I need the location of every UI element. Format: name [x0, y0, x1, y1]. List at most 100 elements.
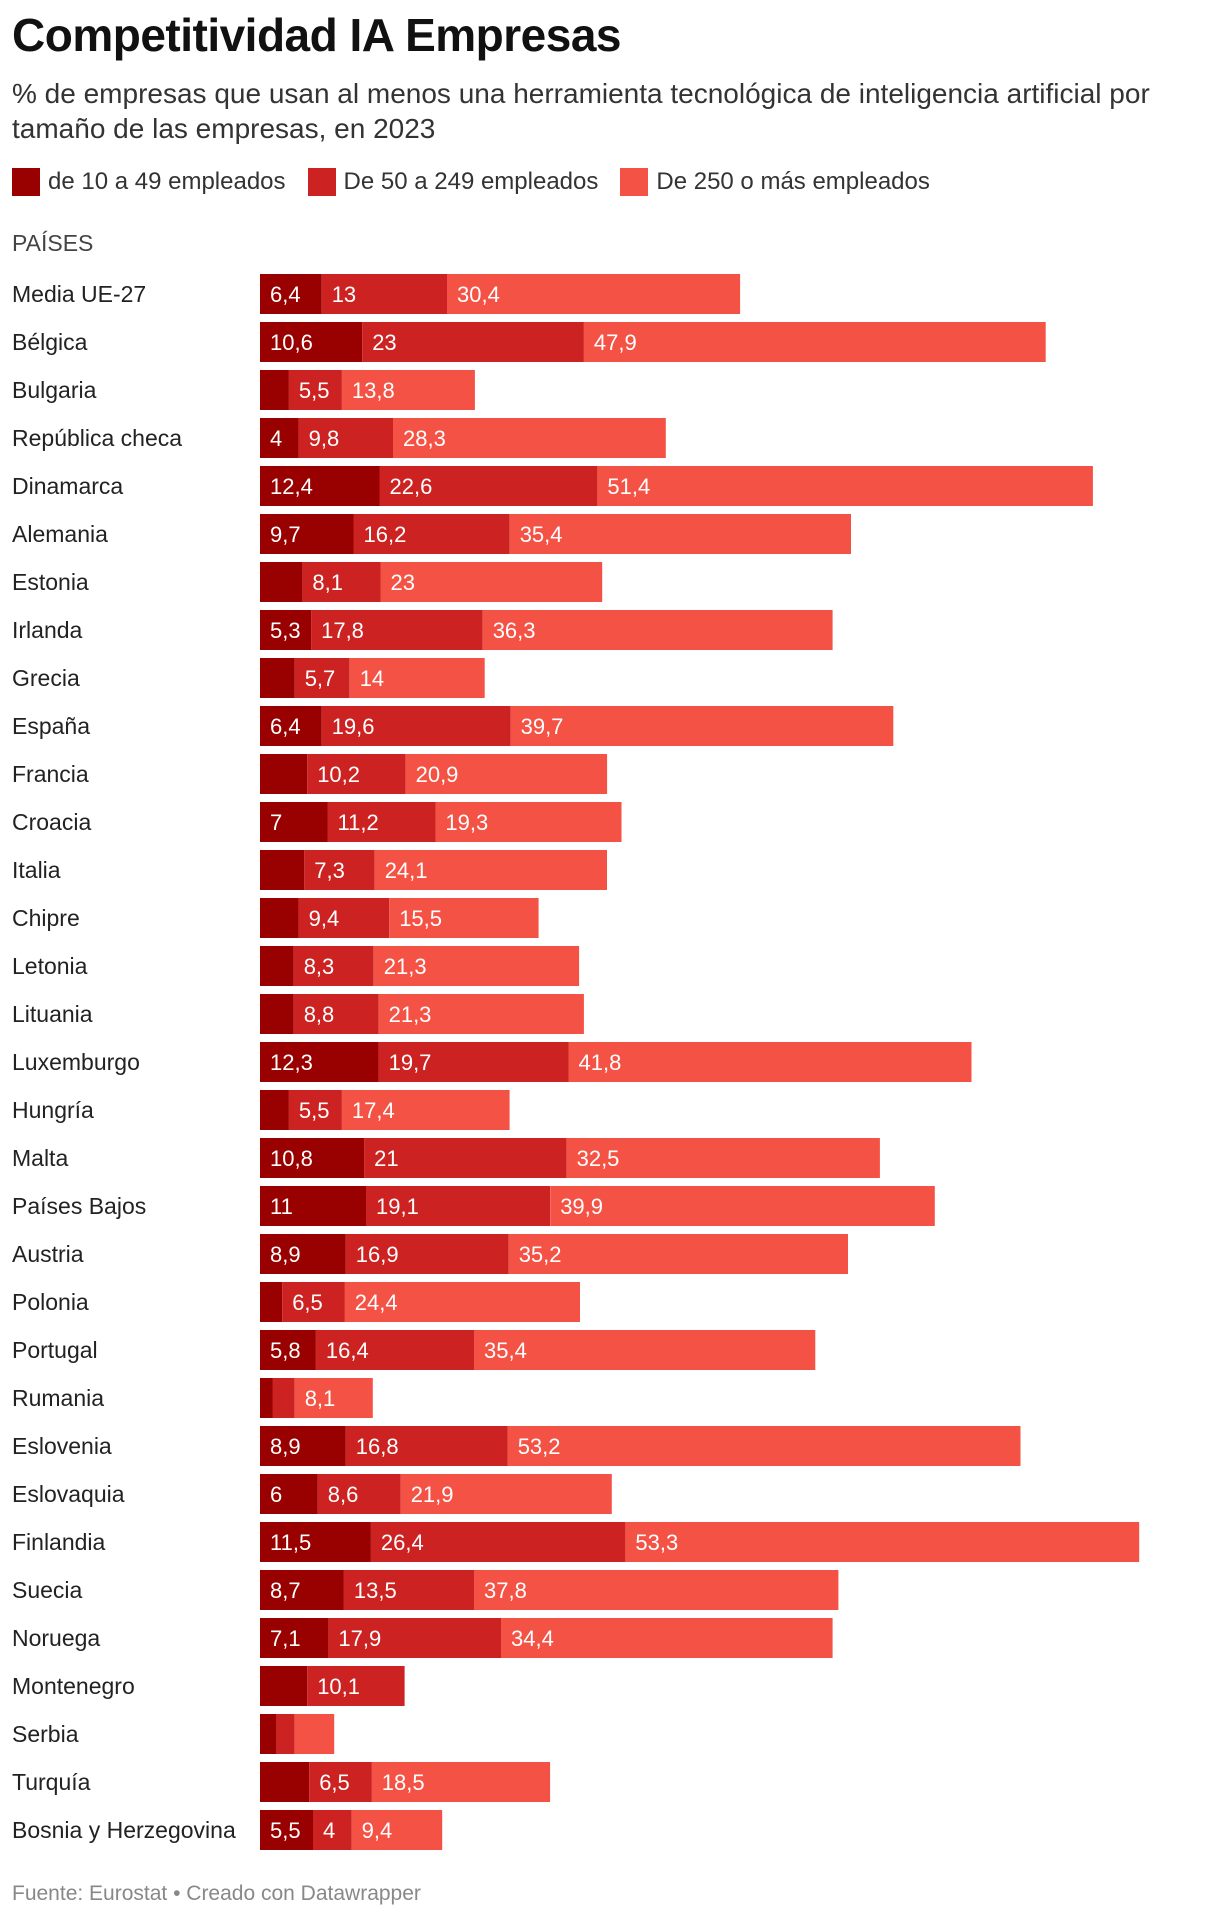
bar-chipre-s1 — [260, 898, 299, 938]
value-label-espana-s3: 39,7 — [521, 714, 564, 739]
bar-hungria-s3 — [341, 1090, 510, 1130]
value-label-alemania-s2: 16,2 — [364, 522, 407, 547]
bar-suecia-s2 — [343, 1570, 474, 1610]
bar-malta-s1 — [260, 1138, 365, 1178]
country-label-grecia: Grecia — [12, 665, 80, 691]
country-label-luxemburgo: Luxemburgo — [12, 1049, 140, 1075]
bar-grecia-s3 — [349, 658, 485, 698]
value-label-malta-s3: 32,5 — [577, 1146, 620, 1171]
bar-lituania-s1 — [260, 994, 294, 1034]
bar-bulgaria-s3 — [341, 370, 475, 410]
bar-serbia-s2 — [276, 1714, 295, 1754]
bar-grecia-s1 — [260, 658, 295, 698]
bar-polonia-s3 — [344, 1282, 580, 1322]
chart-title: Competitividad IA Empresas — [12, 9, 622, 61]
column-header: PAÍSES — [12, 230, 94, 256]
value-label-espana-s1: 6,4 — [270, 714, 301, 739]
value-label-grecia-s3: 14 — [360, 666, 384, 691]
bar-alemania-s2 — [353, 514, 510, 554]
country-label-eslovaquia: Eslovaquia — [12, 1481, 125, 1507]
bar-austria-s1 — [260, 1234, 346, 1274]
value-label-lituania-s3: 21,3 — [389, 1002, 432, 1027]
value-label-paises-bajos-s1: 11 — [270, 1194, 293, 1219]
bar-hungria-s1 — [260, 1090, 289, 1130]
bar-serbia-s1 — [260, 1714, 277, 1754]
value-label-bosnia-y-herzegovina-s3: 9,4 — [362, 1818, 393, 1843]
bar-portugal-s2 — [315, 1330, 474, 1370]
country-label-francia: Francia — [12, 761, 89, 787]
value-label-noruega-s1: 7,1 — [270, 1626, 301, 1651]
value-label-turquia-s3: 18,5 — [382, 1770, 425, 1795]
country-label-bosnia-y-herzegovina: Bosnia y Herzegovina — [12, 1817, 236, 1843]
value-label-bosnia-y-herzegovina-s2: 4 — [323, 1818, 335, 1843]
bar-espana-s2 — [321, 706, 511, 746]
country-label-eslovenia: Eslovenia — [12, 1433, 112, 1459]
bar-rumania-s1 — [260, 1378, 273, 1418]
value-label-italia-s2: 7,3 — [314, 858, 345, 883]
bar-suecia-s3 — [474, 1570, 839, 1610]
value-label-belgica-s1: 10,6 — [270, 330, 313, 355]
value-label-republica-checa-s2: 9,8 — [309, 426, 340, 451]
country-label-portugal: Portugal — [12, 1337, 98, 1363]
legend-item-small: de 10 a 49 empleados — [12, 168, 286, 196]
value-label-belgica-s2: 23 — [372, 330, 396, 355]
value-label-malta-s1: 10,8 — [270, 1146, 313, 1171]
value-label-finlandia-s2: 26,4 — [381, 1530, 424, 1555]
value-label-francia-s3: 20,9 — [416, 762, 459, 787]
country-label-espana: España — [12, 713, 90, 739]
value-label-luxemburgo-s2: 19,7 — [389, 1050, 432, 1075]
chart-legend: de 10 a 49 empleados De 50 a 249 emplead… — [12, 168, 930, 196]
bar-bosnia-y-herzegovina-s1 — [260, 1810, 313, 1850]
bar-austria-s2 — [345, 1234, 509, 1274]
value-label-letonia-s3: 21,3 — [384, 954, 427, 979]
bar-grecia-s2 — [294, 658, 350, 698]
bar-noruega-s1 — [260, 1618, 329, 1658]
value-label-lituania-s2: 8,8 — [304, 1002, 335, 1027]
bar-luxemburgo-s2 — [378, 1042, 569, 1082]
bar-letonia-s1 — [260, 946, 294, 986]
value-label-bulgaria-s2: 5,5 — [299, 378, 330, 403]
country-label-suecia: Suecia — [12, 1577, 83, 1603]
value-label-alemania-s3: 35,4 — [520, 522, 563, 547]
value-label-luxemburgo-s1: 12,3 — [270, 1050, 313, 1075]
bar-eslovaquia-s2 — [317, 1474, 401, 1514]
bar-malta-s2 — [364, 1138, 567, 1178]
bar-italia-s3 — [374, 850, 607, 890]
country-label-republica-checa: República checa — [12, 425, 182, 451]
value-label-media-ue-27-s3: 30,4 — [457, 282, 500, 307]
value-label-alemania-s1: 9,7 — [270, 522, 301, 547]
bar-luxemburgo-s3 — [568, 1042, 972, 1082]
bar-letonia-s3 — [373, 946, 580, 986]
bar-francia-s1 — [260, 754, 308, 794]
value-label-irlanda-s2: 17,8 — [321, 618, 364, 643]
legend-swatch-large — [620, 168, 649, 196]
value-label-republica-checa-s3: 28,3 — [403, 426, 446, 451]
value-label-media-ue-27-s2: 13 — [332, 282, 356, 307]
value-label-irlanda-s3: 36,3 — [493, 618, 536, 643]
value-label-dinamarca-s2: 22,6 — [390, 474, 433, 499]
value-label-paises-bajos-s3: 39,9 — [560, 1194, 603, 1219]
bar-paises-bajos-s1 — [260, 1186, 366, 1226]
country-label-finlandia: Finlandia — [12, 1529, 106, 1555]
bar-turquia-s2 — [309, 1762, 372, 1802]
bar-espana-s1 — [260, 706, 322, 746]
bar-republica-checa-s2 — [298, 418, 394, 458]
bar-croacia-s2 — [327, 802, 436, 842]
bar-espana-s3 — [510, 706, 894, 746]
bar-media-ue-27-s2 — [321, 274, 447, 314]
value-label-eslovaquia-s2: 8,6 — [328, 1482, 359, 1507]
bar-dinamarca-s1 — [260, 466, 380, 506]
legend-swatch-medium — [307, 168, 336, 196]
value-label-hungria-s3: 17,4 — [352, 1098, 395, 1123]
legend-item-medium: De 50 a 249 empleados — [307, 168, 598, 196]
bar-paises-bajos-s2 — [366, 1186, 551, 1226]
bar-noruega-s2 — [328, 1618, 501, 1658]
bar-bosnia-y-herzegovina-s2 — [313, 1810, 352, 1850]
bar-media-ue-27-s1 — [260, 274, 322, 314]
bar-finlandia-s2 — [370, 1522, 626, 1562]
value-label-dinamarca-s1: 12,4 — [270, 474, 313, 499]
bar-dinamarca-s3 — [597, 466, 1093, 506]
value-label-hungria-s2: 5,5 — [299, 1098, 330, 1123]
value-label-francia-s2: 10,2 — [317, 762, 360, 787]
country-label-bulgaria: Bulgaria — [12, 377, 97, 403]
